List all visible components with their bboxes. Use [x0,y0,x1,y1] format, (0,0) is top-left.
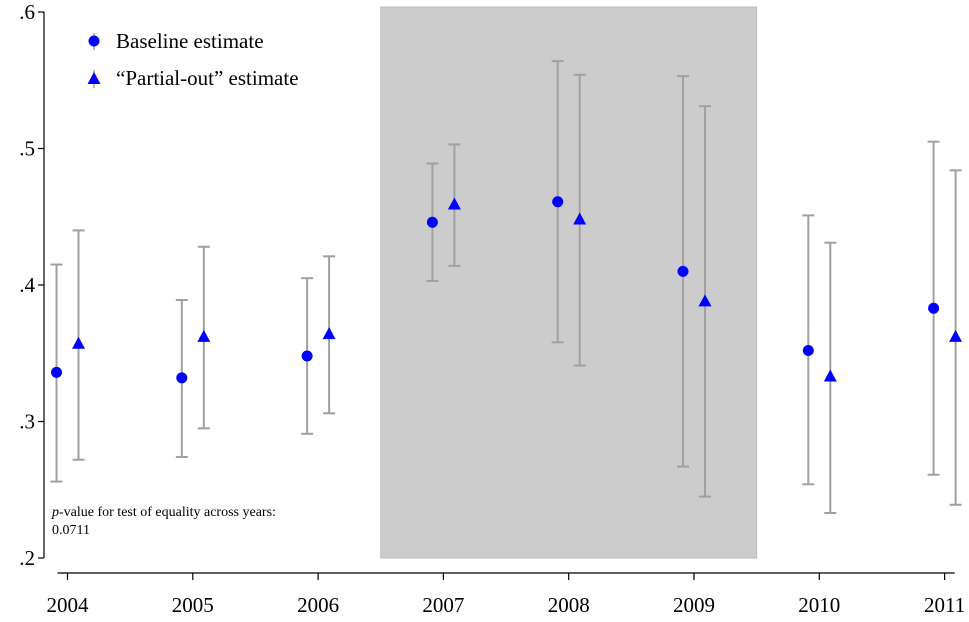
legend-partial-marker [87,72,101,84]
y-tick-label: .4 [19,273,35,297]
partial-point [949,329,963,342]
partial-point [823,369,837,382]
y-axis: .2 .3 .4 .5 .6 [19,0,45,570]
x-tick-label: 2010 [798,593,840,617]
x-tick-label: 2004 [47,593,90,617]
markers [51,196,963,384]
baseline-point [552,196,564,208]
legend-baseline-label: Baseline estimate [116,29,264,53]
baseline-point [301,350,313,362]
partial-point [573,212,587,225]
y-tick-label: .5 [19,137,35,161]
baseline-point [677,265,689,277]
x-tick-label: 2005 [172,593,214,617]
legend-partial-label: “Partial-out” estimate [116,66,299,90]
x-tick-label: 2011 [924,593,965,617]
x-tick-label: 2007 [422,593,464,617]
y-tick-label: .6 [19,0,35,24]
legend-baseline-marker [88,35,100,47]
baseline-point [176,372,188,384]
legend: Baseline estimate “Partial-out” estimate [87,29,299,90]
baseline-point [802,345,814,357]
x-tick-label: 2009 [673,593,715,617]
pvalue-note: p-value for test of equality across year… [51,505,276,538]
partial-point [447,197,461,210]
x-axis: 2004 2005 2006 2007 2008 2009 2010 2011 [47,572,965,617]
baseline-point [928,302,940,314]
partial-point [197,329,211,342]
shaded-region [380,6,758,559]
partial-point [72,336,85,349]
partial-point [322,327,336,340]
y-tick-label: .3 [19,410,35,434]
y-tick-label: .2 [19,546,35,570]
pvalue-note-line2: 0.0711 [52,523,90,538]
x-tick-label: 2008 [548,593,590,617]
partial-point [698,294,712,307]
x-tick-label: 2006 [297,593,339,617]
baseline-point [426,216,438,228]
pvalue-note-line1: p-value for test of equality across year… [51,505,276,520]
baseline-point [51,366,62,378]
